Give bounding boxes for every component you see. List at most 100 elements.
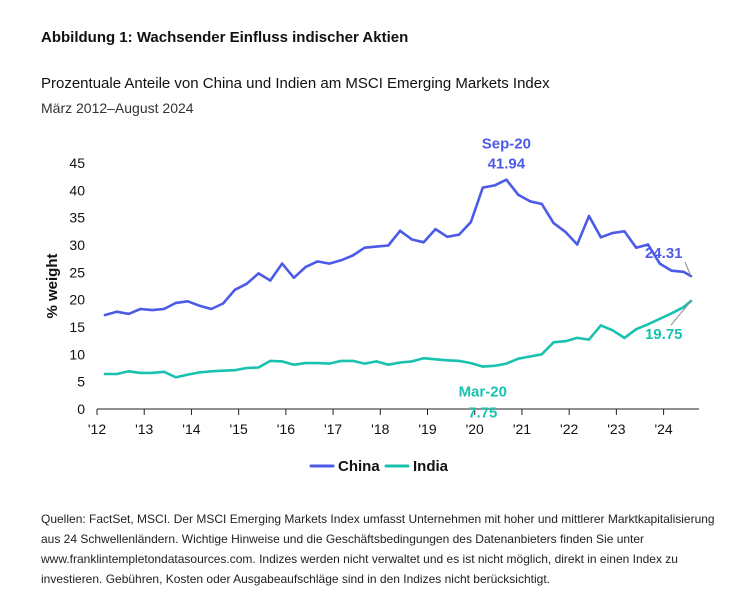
data-point-india xyxy=(162,370,166,374)
data-point-india xyxy=(387,363,390,366)
data-point-china xyxy=(351,254,355,257)
data-point-india xyxy=(646,323,650,326)
data-point-india xyxy=(410,360,414,363)
data-point-china xyxy=(575,243,579,246)
data-point-india xyxy=(682,306,685,309)
data-point-china xyxy=(280,262,284,265)
data-point-india xyxy=(611,329,614,332)
data-point-india xyxy=(233,368,237,372)
sources-note: Quellen: FactSet, MSCI. Der MSCI Emergin… xyxy=(41,512,715,586)
annotation-leader xyxy=(670,300,692,326)
data-point-india xyxy=(481,365,484,368)
y-tick-label: 0 xyxy=(77,401,85,417)
annotation-label: Mar-20 xyxy=(459,384,507,401)
x-tick-label: '23 xyxy=(607,421,625,437)
y-tick-label: 45 xyxy=(69,155,85,171)
x-axis: '12 '13 '14 '15 '16 '17 '18 '19 '20 '21 '22 '23 '24 xyxy=(88,408,699,437)
data-point-china xyxy=(682,270,685,273)
data-point-india xyxy=(670,312,673,315)
data-point-china xyxy=(257,272,260,275)
data-point-china xyxy=(375,245,378,248)
data-point-china xyxy=(174,301,178,305)
x-tick-label: '20 xyxy=(466,421,484,437)
data-point-china xyxy=(151,308,154,312)
x-tick-label: '14 xyxy=(182,421,200,437)
data-point-china xyxy=(552,221,555,225)
data-point-china xyxy=(363,246,366,249)
data-point-china xyxy=(127,312,130,316)
data-point-china xyxy=(457,233,461,236)
data-point-china xyxy=(528,200,532,203)
x-tick-label: '19 xyxy=(418,421,436,437)
data-point-india xyxy=(304,361,307,365)
y-tick-label: 25 xyxy=(69,264,85,280)
data-point-china xyxy=(304,265,307,269)
data-point-india xyxy=(269,359,272,363)
data-point-india xyxy=(434,358,437,361)
annotation-label: Sep-20 xyxy=(482,136,531,153)
data-point-china xyxy=(198,304,201,307)
data-point-india xyxy=(457,359,461,363)
data-point-india xyxy=(351,359,355,363)
data-point-china xyxy=(540,202,543,206)
data-point-china xyxy=(564,230,567,234)
data-point-india xyxy=(375,360,378,363)
series-layer xyxy=(103,178,693,379)
annotation-value: 24.31 xyxy=(645,245,683,262)
data-point-india xyxy=(658,317,662,320)
data-point-india xyxy=(528,355,532,358)
data-point-china xyxy=(387,244,390,247)
legend-label-china: China xyxy=(338,458,380,475)
data-point-china xyxy=(658,262,662,265)
data-point-india xyxy=(446,359,449,362)
y-tick-label: 30 xyxy=(69,237,85,253)
legend: China India xyxy=(309,458,449,475)
data-point-india xyxy=(316,361,319,365)
x-tick-label: '17 xyxy=(324,421,342,437)
y-tick-label: 10 xyxy=(69,346,85,362)
data-point-china xyxy=(328,262,331,265)
y-tick-label: 35 xyxy=(69,210,85,226)
data-point-india xyxy=(540,353,543,356)
data-point-india xyxy=(398,361,402,364)
data-point-china xyxy=(316,260,319,263)
y-axis: 0 5 10 15 20 25 30 35 40 45 xyxy=(69,155,85,417)
data-point-india xyxy=(328,362,331,365)
data-point-india xyxy=(564,340,567,343)
data-point-china xyxy=(115,310,119,313)
data-point-china xyxy=(398,229,402,232)
data-point-china xyxy=(505,178,508,181)
data-point-india xyxy=(245,366,248,370)
data-point-india xyxy=(198,371,201,374)
data-point-india xyxy=(363,362,366,365)
data-point-india xyxy=(257,366,260,369)
data-point-china xyxy=(422,241,425,244)
data-point-china xyxy=(611,231,614,235)
annotation-value: 41.94 xyxy=(488,156,526,173)
data-point-india xyxy=(575,336,579,340)
data-point-china xyxy=(233,288,237,292)
data-point-china xyxy=(516,193,520,196)
data-point-india xyxy=(493,364,496,368)
data-point-china xyxy=(245,282,248,286)
data-point-india xyxy=(210,370,213,373)
annotations: Sep-20 41.94 24.31 Mar-20 7.75 19.75 xyxy=(459,136,692,422)
annotation-value: 19.75 xyxy=(645,326,683,343)
data-point-india xyxy=(422,356,425,360)
data-point-china xyxy=(339,259,343,262)
data-point-china xyxy=(446,235,449,238)
data-point-china xyxy=(493,184,496,187)
x-tick-label: '15 xyxy=(230,421,248,437)
data-point-china xyxy=(103,313,107,317)
annotation-leader xyxy=(684,261,692,277)
data-point-india xyxy=(587,338,591,341)
series-line-india xyxy=(103,299,693,379)
data-point-india xyxy=(174,376,178,379)
data-point-india xyxy=(221,369,225,372)
data-point-china xyxy=(469,220,473,224)
chart-title: Prozentuale Anteile von China und Indien… xyxy=(41,75,550,92)
data-point-india xyxy=(469,361,473,365)
data-point-china xyxy=(646,243,650,246)
data-point-china xyxy=(481,186,484,189)
data-point-india xyxy=(186,373,189,376)
